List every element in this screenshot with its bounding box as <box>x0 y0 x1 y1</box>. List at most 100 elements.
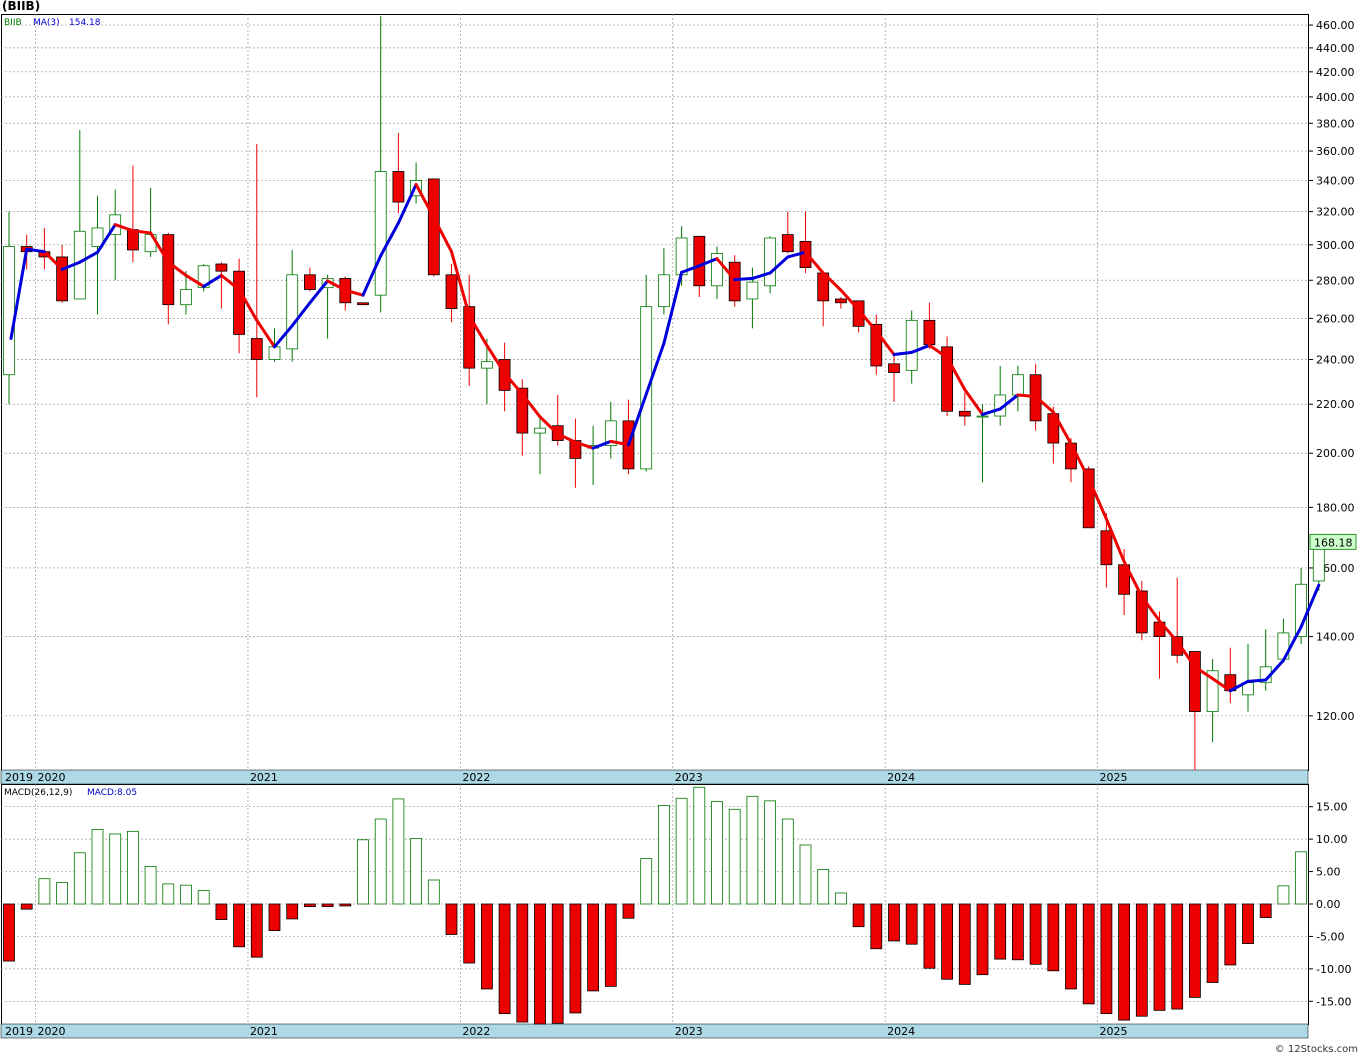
ma-segment <box>1264 658 1285 682</box>
ma-segment <box>680 264 701 274</box>
price-tick-label: 400.00 <box>1316 91 1355 104</box>
macd-bar <box>445 903 458 935</box>
price-panel-frame <box>1 14 1309 771</box>
macd-tick-label: -15.00 <box>1316 995 1351 1008</box>
ma-segment <box>343 288 365 297</box>
macd-bar <box>622 903 635 919</box>
candle <box>534 416 546 475</box>
candle-body <box>1189 651 1201 712</box>
candle <box>976 404 989 483</box>
watermark: © 12Stocks.com <box>1274 1044 1358 1055</box>
macd-bar <box>569 903 582 1014</box>
price-tick-label: 160.00 <box>1316 562 1355 575</box>
candle <box>374 16 387 313</box>
ma-segment <box>733 276 754 282</box>
ma-segment <box>927 343 949 359</box>
ma-segment <box>839 288 861 312</box>
ma-segment <box>485 343 507 375</box>
macd-bar <box>1100 903 1113 1015</box>
macd-bar <box>91 829 104 905</box>
macd-bar <box>693 786 706 905</box>
candle-body <box>374 171 387 296</box>
macd-x-axis-bg <box>0 1023 1309 1039</box>
macd-bar <box>268 903 281 931</box>
ma-segment <box>910 343 931 354</box>
macd-bar <box>303 903 316 907</box>
ma-segment <box>821 271 843 292</box>
candle <box>888 353 900 402</box>
candle-body <box>56 256 68 302</box>
x-axis-year-label: 2022 <box>462 771 490 784</box>
ma-segment <box>467 314 489 347</box>
x-axis-year-label: 2020 <box>38 771 66 784</box>
ma-segment <box>786 250 807 259</box>
candle-body <box>463 306 476 369</box>
macd-bar <box>1295 851 1307 905</box>
macd-bar <box>286 903 299 920</box>
price-tick-label: 300.00 <box>1316 239 1355 252</box>
x-axis-year-label: 2020 <box>38 1025 66 1038</box>
ma-segment <box>573 440 595 450</box>
macd-bar <box>1153 903 1166 1011</box>
macd-bar <box>870 903 883 950</box>
last-price-badge <box>1309 533 1357 550</box>
macd-bar <box>976 903 989 976</box>
candle <box>658 248 670 315</box>
page-title: (BIIB) <box>2 0 41 13</box>
ma-segment <box>1175 640 1197 669</box>
candle-body <box>410 180 423 197</box>
candle-body <box>976 415 989 418</box>
macd-tick-label: 0.00 <box>1316 898 1341 911</box>
macd-bar <box>197 889 210 905</box>
macd-bar <box>109 833 122 905</box>
ma-segment <box>166 260 188 277</box>
ma-segment <box>78 250 99 264</box>
ma-segment <box>1140 595 1161 623</box>
candle-body <box>250 338 263 360</box>
candle <box>569 418 582 488</box>
candle <box>233 258 246 354</box>
ma-segment <box>255 318 276 349</box>
macd-bar <box>392 798 405 905</box>
macd-legend-value: MACD:8.05 <box>87 788 137 798</box>
candle <box>162 232 175 325</box>
ma-segment <box>945 355 967 392</box>
candle-body <box>604 420 617 446</box>
price-tick-label: 340.00 <box>1316 174 1355 187</box>
ma-segment <box>450 250 471 318</box>
price-tick-label: 440.00 <box>1316 42 1355 55</box>
ma-segment <box>9 247 29 341</box>
macd-bar <box>941 903 953 980</box>
candle-body <box>233 270 246 335</box>
candle <box>1100 513 1113 588</box>
candle-body <box>357 302 369 306</box>
candle-body <box>888 363 900 373</box>
candle <box>215 262 228 309</box>
candle <box>250 143 263 398</box>
macd-bar <box>923 903 936 969</box>
price-x-axis: 2019 2020 2021 2022 2023 2024 2025 <box>0 769 1309 785</box>
price-tick-label: 240.00 <box>1316 354 1355 367</box>
macd-bar <box>587 903 599 992</box>
candle <box>941 336 953 417</box>
ma-segment <box>1211 677 1232 693</box>
ma-segment <box>556 432 577 444</box>
macd-bar <box>215 903 228 920</box>
macd-bar <box>1259 903 1272 919</box>
candle <box>91 195 104 315</box>
candle <box>1206 659 1219 743</box>
ma-segment <box>96 223 117 254</box>
macd-bar <box>888 903 900 942</box>
ma-segment <box>662 270 684 345</box>
candle-body <box>658 274 670 308</box>
macd-bar <box>180 884 192 905</box>
macd-bar <box>1082 903 1095 1005</box>
macd-bar <box>1047 903 1060 972</box>
macd-bar <box>233 903 246 948</box>
macd-bar <box>640 858 653 905</box>
candle-body <box>569 440 582 459</box>
macd-bar <box>339 903 352 907</box>
macd-bar <box>1206 903 1219 983</box>
candle-body <box>445 274 458 309</box>
candle <box>640 274 653 472</box>
